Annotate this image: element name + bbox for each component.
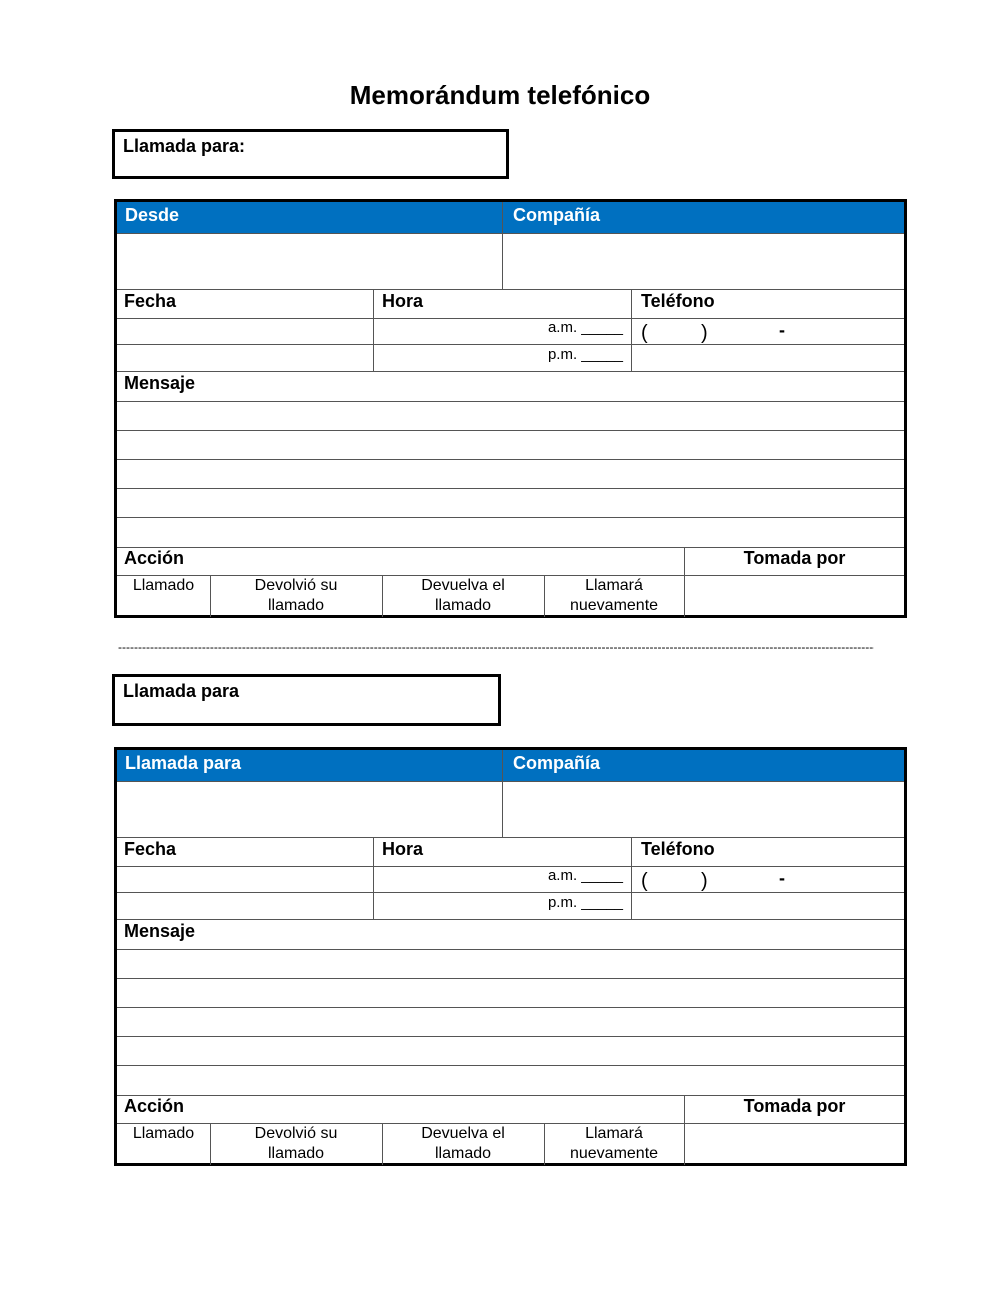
action-label: Acción [124, 548, 185, 568]
col-divider [502, 202, 503, 289]
col-divider [382, 575, 383, 617]
col-divider [684, 547, 685, 617]
action-option[interactable]: Llamado [132, 577, 195, 594]
row-divider [117, 1123, 904, 1124]
col-divider [210, 575, 211, 617]
phone-paren-close: ) [701, 322, 708, 344]
pm-option[interactable]: p.m. _____ [547, 894, 623, 911]
company-field[interactable] [503, 782, 904, 837]
action-option[interactable]: Devuelva el llamado [421, 1125, 505, 1162]
col-divider [544, 1123, 545, 1165]
time-label: Hora [382, 839, 424, 859]
call-for-label: Llamada para [123, 681, 240, 701]
col-divider [684, 1095, 685, 1165]
row-divider [117, 430, 904, 431]
row-divider [117, 289, 904, 290]
phone-memo-form: Llamada para Compañía Fecha Hora Teléfono a.m… [114, 747, 907, 1166]
row-divider [117, 866, 904, 867]
action-option[interactable]: Devuelva el llamado [421, 577, 505, 614]
header-company-label: Compañía [513, 753, 601, 773]
date-label: Fecha [124, 839, 177, 859]
action-option[interactable]: Devolvió su llamado [254, 1125, 338, 1162]
phone-label: Teléfono [641, 291, 715, 311]
row-divider [117, 547, 904, 548]
message-label: Mensaje [124, 921, 196, 941]
form-header-bar [117, 202, 904, 233]
am-option[interactable]: a.m. _____ [547, 319, 623, 336]
date-label: Fecha [124, 291, 177, 311]
row-divider [117, 488, 904, 489]
row-divider [117, 781, 904, 782]
row-divider [117, 318, 904, 319]
am-option[interactable]: a.m. _____ [547, 867, 623, 884]
col-divider [373, 837, 374, 919]
message-label: Mensaje [124, 373, 196, 393]
header-from-label: Desde [125, 205, 180, 225]
col-divider [631, 837, 632, 919]
from-field[interactable] [117, 782, 502, 837]
row-divider [117, 575, 904, 576]
phone-paren-open: ( [641, 870, 648, 892]
phone-paren-open: ( [641, 322, 648, 344]
row-divider [117, 978, 904, 979]
phone-dash: - [779, 868, 785, 888]
row-divider [117, 459, 904, 460]
action-option[interactable]: Devolvió su llamado [254, 577, 338, 614]
company-field[interactable] [503, 234, 904, 289]
time-label: Hora [382, 291, 424, 311]
call-for-box[interactable]: Llamada para [112, 674, 501, 726]
row-divider [117, 1007, 904, 1008]
row-divider [117, 892, 904, 893]
col-divider [631, 289, 632, 371]
row-divider [117, 401, 904, 402]
cut-line-separator: ----------------------------------------… [118, 640, 874, 654]
phone-label: Teléfono [641, 839, 715, 859]
header-company-label: Compañía [513, 205, 601, 225]
row-divider [117, 517, 904, 518]
taken-by-label: Tomada por [743, 1096, 846, 1116]
col-divider [544, 575, 545, 617]
form-header-bar [117, 750, 904, 781]
phone-dash: - [779, 320, 785, 340]
action-label: Acción [124, 1096, 185, 1116]
from-field[interactable] [117, 234, 502, 289]
col-divider [382, 1123, 383, 1165]
page-title: Memorándum telefónico [349, 80, 651, 110]
call-for-label: Llamada para: [123, 136, 246, 156]
taken-by-label: Tomada por [743, 548, 846, 568]
row-divider [117, 837, 904, 838]
call-for-box[interactable]: Llamada para: [112, 129, 509, 179]
row-divider [117, 344, 904, 345]
row-divider [117, 949, 904, 950]
action-option[interactable]: Llamado [132, 1125, 195, 1142]
header-from-label: Llamada para [125, 753, 242, 773]
row-divider [117, 919, 904, 920]
row-divider [117, 1095, 904, 1096]
row-divider [117, 371, 904, 372]
col-divider [373, 289, 374, 371]
action-option[interactable]: Llamará nuevamente [569, 1125, 659, 1162]
row-divider [117, 1065, 904, 1066]
col-divider [502, 750, 503, 837]
col-divider [210, 1123, 211, 1165]
pm-option[interactable]: p.m. _____ [547, 346, 623, 363]
phone-paren-close: ) [701, 870, 708, 892]
phone-memo-form: Desde Compañía Fecha Hora Teléfono a.m. _____… [114, 199, 907, 618]
row-divider [117, 1036, 904, 1037]
action-option[interactable]: Llamará nuevamente [569, 577, 659, 614]
row-divider [117, 233, 904, 234]
